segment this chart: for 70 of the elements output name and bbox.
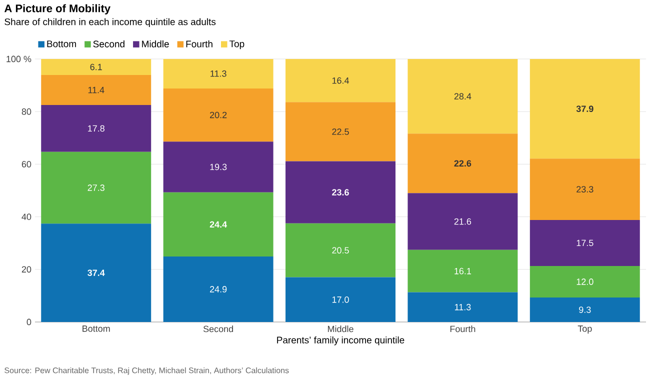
data-label: 22.5 xyxy=(332,128,349,135)
y-tick-label: 100 % xyxy=(6,56,32,62)
data-label: 24.9 xyxy=(210,286,227,292)
bar xyxy=(163,88,274,142)
data-label: 20.2 xyxy=(210,112,227,118)
bar xyxy=(408,193,518,250)
data-label: 21.6 xyxy=(454,218,472,225)
data-label: 17.8 xyxy=(88,125,104,132)
bar xyxy=(530,220,640,266)
data-label: 11.3 xyxy=(454,304,471,310)
data-label: 16.1 xyxy=(454,268,472,274)
bar xyxy=(41,224,152,322)
bar xyxy=(286,277,396,322)
bar xyxy=(286,223,396,278)
legend-label: Fourth xyxy=(186,40,212,48)
chart-title: A Picture of Mobility xyxy=(4,4,110,14)
data-label: 37.4 xyxy=(88,270,105,276)
x-axis-title: Parents’ family income quintile xyxy=(277,336,404,346)
data-label: 23.3 xyxy=(576,186,594,192)
y-tick-label: 40 xyxy=(22,214,32,220)
bar xyxy=(408,250,518,292)
data-label: 19.3 xyxy=(210,164,227,170)
data-label: 27.3 xyxy=(88,184,104,191)
data-label: 9.3 xyxy=(579,306,591,313)
bar xyxy=(530,158,640,220)
bar xyxy=(408,292,518,322)
bar xyxy=(286,102,396,162)
chart-subtitle: Share of children in each income quintile as adults xyxy=(4,18,216,28)
data-label: 24.4 xyxy=(210,221,228,228)
bar xyxy=(286,58,396,102)
bar xyxy=(408,134,518,194)
x-tick-label: Bottom xyxy=(82,326,110,332)
bar xyxy=(530,266,640,298)
y-tick-label: 0 xyxy=(26,318,32,326)
bar xyxy=(163,58,274,88)
bar xyxy=(41,75,152,106)
data-label: 17.5 xyxy=(576,240,594,246)
bar xyxy=(41,152,152,224)
data-label: 22.6 xyxy=(454,160,472,167)
legend-label: Top xyxy=(229,40,244,50)
data-label: 23.6 xyxy=(332,189,349,196)
x-tick-label: Fourth xyxy=(450,326,476,332)
x-tick-label: Middle xyxy=(328,326,354,332)
data-label: 16.4 xyxy=(332,77,349,84)
y-tick-label: 80 xyxy=(22,108,32,115)
data-label: 11.4 xyxy=(88,86,104,94)
bar xyxy=(530,298,640,322)
data-label: 37.9 xyxy=(576,106,594,112)
source-note: Source: Pew Charitable Trusts, Raj Chetty, Michael Strain, Authors’ Calculations xyxy=(4,367,289,375)
bar xyxy=(41,58,152,76)
bar xyxy=(408,58,518,134)
data-label: 17.0 xyxy=(332,296,349,303)
x-tick-label: Second xyxy=(203,326,233,332)
data-label: 11.3 xyxy=(210,70,226,77)
y-tick-label: 20 xyxy=(22,266,32,273)
legend-label: Second xyxy=(93,40,124,48)
legend-label: Middle xyxy=(142,40,169,48)
data-label: 20.5 xyxy=(332,247,349,254)
data-label: 6.1 xyxy=(90,64,102,70)
bar xyxy=(163,256,274,322)
y-tick-label: 60 xyxy=(22,161,32,168)
x-tick-label: Top xyxy=(578,326,592,334)
bar xyxy=(163,142,274,192)
data-label: 12.0 xyxy=(576,278,594,285)
bar xyxy=(41,105,152,152)
data-label: 28.4 xyxy=(454,93,472,100)
bar xyxy=(286,161,396,224)
bar xyxy=(163,192,274,256)
bar xyxy=(530,58,640,159)
legend-label: Bottom xyxy=(47,40,76,48)
